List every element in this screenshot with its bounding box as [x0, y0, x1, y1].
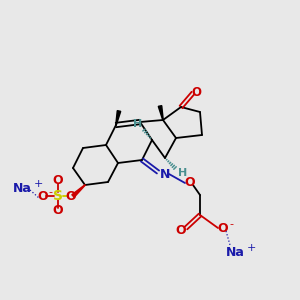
Text: -: - — [48, 187, 52, 197]
Text: -: - — [229, 219, 233, 229]
Text: +: + — [247, 243, 256, 253]
Text: +: + — [34, 179, 43, 189]
Text: S: S — [53, 189, 63, 203]
Polygon shape — [116, 111, 121, 125]
Text: H: H — [178, 168, 188, 178]
Text: O: O — [191, 85, 201, 98]
Text: O: O — [176, 224, 186, 238]
Text: O: O — [53, 175, 63, 188]
Text: O: O — [185, 176, 195, 190]
Text: O: O — [66, 190, 76, 203]
Text: O: O — [53, 205, 63, 218]
Text: Na: Na — [13, 182, 32, 194]
Text: H: H — [134, 119, 142, 129]
Text: O: O — [38, 190, 48, 202]
Polygon shape — [72, 185, 85, 197]
Text: N: N — [160, 167, 170, 181]
Polygon shape — [158, 106, 163, 120]
Text: Na: Na — [226, 245, 244, 259]
Text: O: O — [218, 221, 228, 235]
